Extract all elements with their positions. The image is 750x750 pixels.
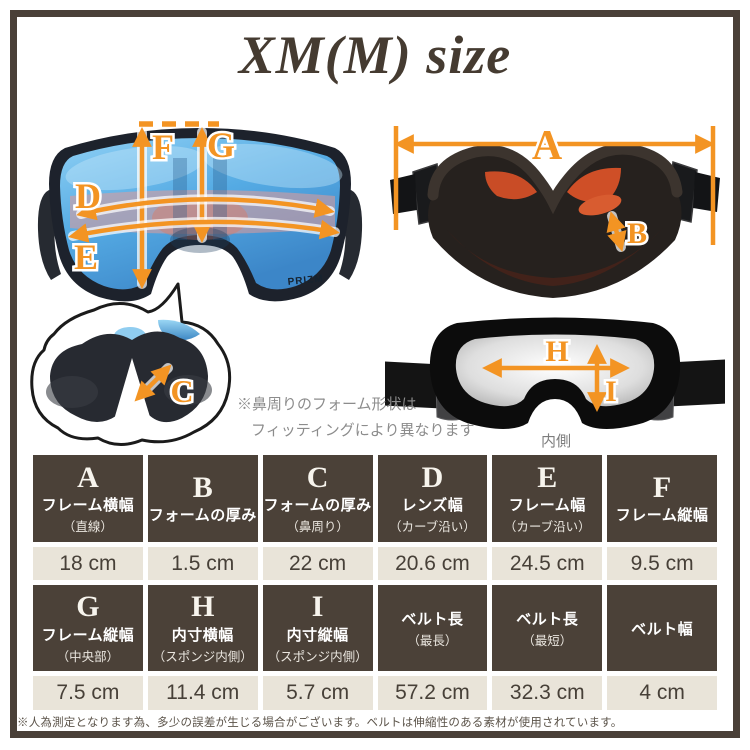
header-letter: H [191,590,215,624]
header-letter: G [76,590,100,624]
table-header-cell: ベルト長 （最短） [492,585,603,671]
inside-label: 内側 [541,433,571,450]
label-c: C [170,373,193,409]
label-d: D [75,176,101,216]
table-value-cell: 11.4 cm [147,676,258,710]
header-sub: （カーブ沿い） [503,520,591,535]
header-sub: （中央部） [56,649,120,664]
foam-pad-left [46,376,98,408]
header-label: ベルト長 [516,610,579,628]
table-value-cell: 5.7 cm [262,676,373,710]
header-label: フォームの厚み [148,507,257,525]
foam-shape-note: ※鼻周りのフォーム形状は フィッティングにより異なります [237,392,477,444]
top-annotations: A B [393,121,716,253]
header-label: ベルト幅 [631,620,694,638]
header-sub: （鼻周り） [286,520,349,535]
header-sub: （最長） [407,633,458,648]
table-value-cell: 24.5 cm [492,547,603,580]
header-letter: I [311,590,324,624]
lens-highlight-right [203,143,343,189]
header-label: フレーム横幅 [41,497,135,515]
label-a: A [532,123,563,169]
header-letter: B [192,470,213,504]
table-header-cell: I 内寸縦幅 （スポンジ内側） [262,585,373,671]
header-label: 内寸横幅 [171,626,234,644]
table-value-cell: 7.5 cm [33,676,143,710]
goggle-top-view-illustration: A B [390,121,720,298]
table-header-cell: C フォームの厚み （鼻周り） [262,455,373,542]
back-annotations: H I 内側 [482,333,630,450]
table-value-cell: 22 cm [262,547,373,580]
measure-arrow-c [134,364,172,402]
front-annotations: D E F G [68,121,340,289]
foam-pad-right [164,375,212,405]
header-sub: （直線） [62,520,113,535]
table-header-cell: H 内寸横幅 （スポンジ内側） [147,585,258,671]
header-sub: （スポンジ内側） [152,649,253,664]
label-b: B [627,217,647,250]
header-letter: E [537,460,558,494]
goggle-front-view-illustration: PRIZM D E F G [37,121,363,302]
header-letter: D [421,460,444,494]
label-g: G [207,125,235,165]
label-h: H [545,335,568,368]
header-label: レンズ幅 [401,497,464,515]
foam-note-line1: ※鼻周りのフォーム形状は [237,396,417,413]
table-value-cell: 9.5 cm [607,547,717,580]
table-value-cell: 1.5 cm [147,547,258,580]
size-spec-table: A フレーム横幅 （直線） B フォームの厚み C フォームの厚み （鼻周り） … [33,455,717,710]
table-header-cell: F フレーム縦幅 [607,455,717,542]
table-header-cell: ベルト長 （最長） [377,585,488,671]
header-letter: C [306,460,329,494]
header-label: 内寸縦幅 [286,626,349,644]
table-header-cell: B フォームの厚み [147,455,258,542]
measure-arrow-d [76,197,335,221]
table-header-cell: ベルト幅 [607,585,717,671]
lens-orange-glow [578,194,622,216]
table-value-cell: 18 cm [33,547,143,580]
nose-notch [111,358,154,430]
label-f: F [152,127,174,167]
table-header-cell: A フレーム横幅 （直線） [33,455,143,542]
table-value-cell: 4 cm [607,676,717,710]
label-i: I [605,375,617,408]
table-value-cell: 32.3 cm [492,676,603,710]
header-label: フレーム縦幅 [41,626,135,644]
header-letter: F [652,470,672,504]
header-label: フレーム幅 [508,497,586,515]
strap-right [665,359,725,407]
page-title: XM(M) size [238,25,512,85]
table-value-cell: 20.6 cm [377,547,488,580]
header-sub: （最短） [522,633,573,648]
lens-orange-left [485,171,537,200]
lens-orange-right [567,167,621,202]
table-value-cell: 57.2 cm [377,676,488,710]
measurement-disclaimer: ※人為測定となります為、多少の誤差が生じる場合がございます。ベルトは伸縮性のある… [17,717,623,729]
strap-fin-right [693,172,720,212]
foam-closeup-illustration: C [30,282,232,446]
front-band-tint [447,228,663,286]
measure-arrow-b [606,211,627,252]
table-header-cell: E フレーム幅 （カーブ沿い） [492,455,603,542]
goggle-back-view-illustration: H I 内側 [385,317,725,450]
header-sub: （カーブ沿い） [389,520,476,535]
table-header-cell: G フレーム縦幅 （中央部） [33,585,143,671]
header-label: フォームの厚み [263,497,372,515]
label-e: E [74,237,98,277]
foam-note-line2: フィッティングにより異なります [251,422,475,439]
table-header-cell: D レンズ幅 （カーブ沿い） [377,455,488,542]
measure-arrow-e [68,219,340,243]
header-label: ベルト長 [401,610,464,628]
header-sub: （スポンジ内側） [267,649,368,664]
goggle-top [390,143,720,298]
header-label: フレーム縦幅 [615,507,709,525]
header-letter: A [77,460,99,494]
prizm-logo: PRIZM [287,273,324,288]
strap-left [385,361,445,409]
